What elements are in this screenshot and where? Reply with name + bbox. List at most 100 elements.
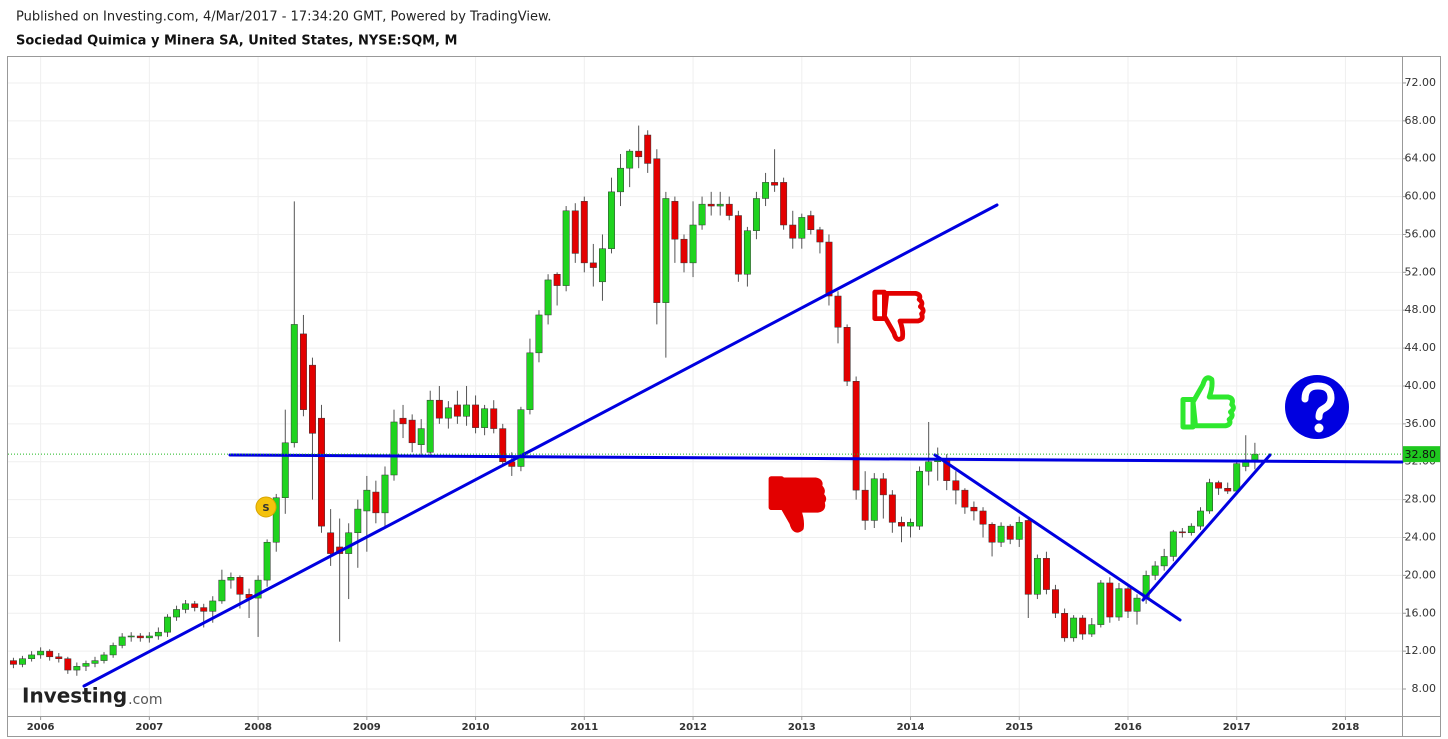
- candle-body: [617, 167, 624, 193]
- candle-body: [997, 525, 1005, 543]
- candle-body: [136, 635, 144, 639]
- candle-body: [100, 654, 108, 661]
- candle-body: [1124, 588, 1132, 612]
- y-tick-label: 8.00: [1412, 682, 1437, 695]
- candle-body: [553, 273, 561, 286]
- thumb-down-icon: [872, 289, 926, 342]
- candle-body: [254, 579, 262, 599]
- candle-body: [1187, 525, 1195, 534]
- y-tick-label: 12.00: [1405, 644, 1437, 657]
- candle-body: [680, 238, 688, 264]
- candle-body: [453, 404, 461, 417]
- candle-body: [608, 191, 615, 249]
- candle-body: [1251, 453, 1259, 461]
- candle-body: [961, 489, 969, 508]
- candle-body: [1097, 582, 1105, 625]
- candle-body: [952, 480, 960, 491]
- candle-body: [1215, 482, 1223, 489]
- candle-body: [562, 210, 570, 286]
- candle-body: [444, 407, 452, 419]
- candle-body: [118, 636, 126, 646]
- x-tick-label: 2016: [1114, 722, 1142, 733]
- candle-body: [970, 506, 978, 512]
- candle-body: [626, 150, 634, 169]
- x-tick-label: 2007: [135, 722, 163, 733]
- candle-body: [327, 532, 335, 554]
- candle-body: [698, 203, 706, 226]
- candle-body: [644, 134, 652, 164]
- candle-body: [272, 497, 280, 543]
- candle-body: [73, 666, 81, 671]
- candle-body: [164, 616, 171, 633]
- candle-body: [499, 428, 507, 462]
- candle-body: [798, 217, 806, 239]
- y-tick-label: 24.00: [1405, 530, 1437, 543]
- candle-body: [481, 408, 489, 428]
- candle-body: [1033, 558, 1041, 595]
- candle-body: [888, 494, 896, 523]
- thumb-down-icon: [768, 476, 827, 533]
- event-marker-label: S: [262, 503, 269, 514]
- candle-body: [580, 201, 588, 264]
- candle-body: [46, 650, 54, 658]
- candle-body: [879, 478, 887, 496]
- candle-body: [37, 650, 45, 656]
- candle-body: [472, 404, 480, 428]
- candle-body: [182, 603, 190, 610]
- candle-body: [463, 404, 470, 417]
- candle-body: [1061, 613, 1069, 639]
- candle-body: [227, 577, 235, 581]
- candle-body: [191, 603, 199, 608]
- y-tick-label: 44.00: [1405, 341, 1437, 354]
- candle-body: [154, 631, 162, 637]
- candle-body: [309, 364, 316, 434]
- candle-body: [852, 380, 860, 491]
- candle-body: [290, 324, 298, 444]
- candle-body: [635, 150, 643, 158]
- candle-body: [599, 248, 606, 283]
- candle-body: [789, 224, 797, 239]
- candle-body: [64, 658, 72, 671]
- x-tick-label: 2009: [353, 722, 381, 733]
- candle-body: [19, 658, 26, 665]
- candle-body: [1106, 582, 1114, 618]
- y-tick-label: 36.00: [1405, 417, 1437, 430]
- candle-body: [318, 417, 325, 527]
- x-tick-label: 2010: [462, 722, 490, 733]
- candle-body: [390, 421, 398, 476]
- candle-body: [1206, 482, 1213, 512]
- y-tick-label: 56.00: [1405, 227, 1437, 240]
- candle-body: [417, 428, 425, 445]
- candle-body: [870, 478, 878, 521]
- candle-body: [1024, 520, 1032, 595]
- y-tick-label: 16.00: [1405, 606, 1437, 619]
- candle-body: [1151, 565, 1159, 576]
- y-tick-label: 20.00: [1405, 568, 1437, 581]
- candle-body: [426, 399, 434, 453]
- question-icon: [1285, 375, 1349, 439]
- candle-body: [1169, 531, 1177, 557]
- candle-body: [82, 663, 90, 667]
- candle-body: [1133, 597, 1141, 612]
- candle-body: [1178, 531, 1186, 534]
- candle-body: [861, 489, 869, 521]
- candle-body: [979, 510, 987, 525]
- candle-body: [1070, 617, 1078, 639]
- x-tick-label: 2006: [27, 722, 55, 733]
- last-price-box: [1403, 446, 1440, 463]
- candle-body: [55, 656, 63, 659]
- candle-body: [435, 399, 443, 419]
- candle-body: [916, 470, 923, 527]
- candle-body: [707, 203, 715, 207]
- y-tick-label: 68.00: [1405, 114, 1437, 127]
- candle-body: [408, 419, 416, 444]
- candle-body: [263, 541, 271, 581]
- y-tick-label: 40.00: [1405, 379, 1437, 392]
- candle-body: [399, 417, 407, 425]
- candle-body: [1115, 588, 1123, 618]
- candle-body: [218, 579, 226, 602]
- y-tick-label: 72.00: [1405, 76, 1437, 89]
- candle-body: [589, 262, 597, 268]
- candle-body: [1224, 488, 1232, 492]
